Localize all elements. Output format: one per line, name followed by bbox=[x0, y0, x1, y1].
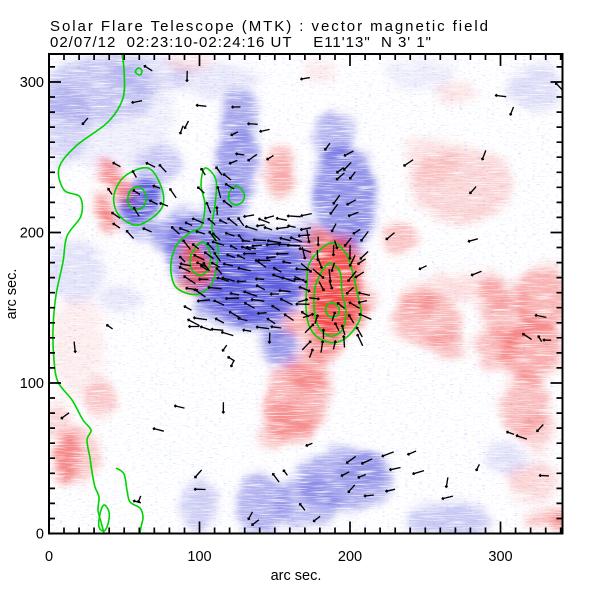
svg-text:arc sec.: arc sec. bbox=[4, 269, 20, 320]
svg-text:300: 300 bbox=[20, 75, 44, 91]
svg-text:100: 100 bbox=[20, 376, 44, 392]
svg-text:02/07/12 02:23:10-02:24:16 UT: 02/07/12 02:23:10-02:24:16 UT E11'13" N … bbox=[50, 34, 431, 51]
svg-text:0: 0 bbox=[45, 549, 53, 565]
svg-text:arc sec.: arc sec. bbox=[271, 568, 322, 584]
svg-text:Solar Flare Telescope (MTK) :: Solar Flare Telescope (MTK) : vector mag… bbox=[50, 18, 488, 35]
svg-text:300: 300 bbox=[488, 549, 512, 565]
svg-text:200: 200 bbox=[338, 549, 362, 565]
svg-text:0: 0 bbox=[36, 527, 44, 543]
svg-text:100: 100 bbox=[187, 549, 211, 565]
svg-text:200: 200 bbox=[20, 226, 44, 242]
